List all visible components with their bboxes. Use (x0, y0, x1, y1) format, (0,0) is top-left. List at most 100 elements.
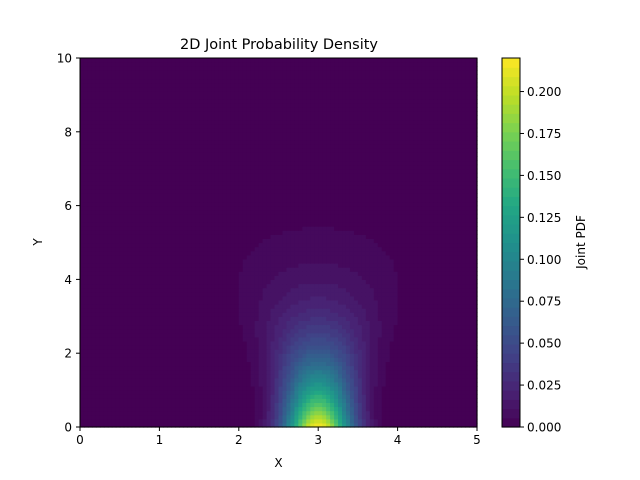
heatmap-cell (159, 312, 164, 317)
heatmap-cell (397, 381, 403, 387)
heatmap-cell (127, 275, 133, 280)
heatmap-cell (369, 320, 375, 326)
heatmap-cell (409, 226, 415, 231)
heatmap-cell (457, 328, 462, 334)
heatmap-cell (334, 242, 339, 248)
heatmap-cell (127, 222, 133, 227)
heatmap-cell (473, 279, 478, 285)
heatmap-cell (242, 320, 248, 326)
heatmap-cell (310, 414, 315, 420)
heatmap-cell (183, 279, 188, 285)
heatmap-cell (361, 299, 367, 305)
heatmap-cell (214, 316, 220, 321)
heatmap-cell (238, 246, 244, 252)
heatmap-cell (147, 238, 153, 244)
heatmap-cell (294, 312, 299, 317)
heatmap-cell (99, 324, 105, 330)
heatmap-cell (393, 250, 399, 256)
heatmap-cell (306, 377, 311, 383)
heatmap-cell (353, 402, 359, 408)
heatmap-cell (139, 398, 145, 403)
heatmap-cell (179, 324, 184, 330)
heatmap-cell (342, 357, 347, 362)
heatmap-cell (270, 320, 276, 326)
heatmap-cell (183, 312, 188, 317)
heatmap-cell (290, 398, 295, 403)
heatmap-cell (258, 390, 264, 395)
heatmap-cell (250, 271, 256, 276)
heatmap-cell (334, 365, 339, 371)
heatmap-cell (469, 316, 474, 321)
heatmap-cell (250, 234, 256, 239)
heatmap-cell (111, 271, 117, 276)
heatmap-cell (286, 381, 292, 387)
heatmap-cell (123, 320, 129, 326)
heatmap-cell (246, 312, 252, 317)
heatmap-cell (393, 254, 399, 260)
heatmap-cell (135, 365, 141, 371)
heatmap-cell (357, 386, 363, 391)
heatmap-cell (433, 373, 438, 379)
heatmap-cell (393, 394, 399, 399)
heatmap-cell (338, 246, 343, 252)
heatmap-cell (155, 381, 160, 387)
heatmap-cell (342, 222, 347, 227)
heatmap-cell (425, 324, 430, 330)
heatmap-cell (238, 234, 244, 239)
heatmap-cell (349, 369, 355, 375)
heatmap-cell (207, 299, 212, 305)
heatmap-cell (461, 267, 466, 272)
heatmap-cell (171, 381, 176, 387)
heatmap-cell (203, 410, 208, 416)
heatmap-cell (401, 365, 407, 371)
heatmap-cell (385, 394, 391, 399)
heatmap-cell (115, 386, 121, 391)
heatmap-cell (298, 332, 303, 338)
heatmap-cell (183, 402, 188, 408)
heatmap-cell (397, 332, 403, 338)
heatmap-cell (373, 275, 379, 280)
heatmap-cell (222, 390, 228, 395)
heatmap-cell (143, 353, 149, 358)
heatmap-cell (171, 332, 176, 338)
heatmap-cell (294, 238, 299, 244)
heatmap-cell (167, 386, 172, 391)
heatmap-cell (222, 410, 228, 416)
heatmap-cell (262, 357, 268, 362)
heatmap-cell (127, 332, 133, 338)
heatmap-cell (405, 381, 411, 387)
heatmap-cell (211, 226, 216, 231)
heatmap-cell (151, 328, 157, 334)
heatmap-cell (282, 340, 288, 346)
heatmap-cell (179, 390, 184, 395)
heatmap-cell (318, 254, 323, 260)
heatmap-cell (389, 283, 395, 289)
heatmap-cell (342, 390, 347, 395)
heatmap-cell (433, 398, 438, 403)
heatmap-cell (457, 308, 462, 313)
heatmap-cell (103, 365, 109, 371)
heatmap-cell (401, 258, 407, 264)
heatmap-cell (345, 234, 351, 239)
heatmap-cell (353, 353, 359, 358)
heatmap-cell (441, 414, 446, 420)
heatmap-cell (302, 316, 307, 321)
heatmap-cell (306, 345, 311, 350)
heatmap-cell (80, 304, 85, 309)
heatmap-cell (461, 316, 466, 321)
heatmap-cell (310, 279, 315, 285)
heatmap-cell (214, 402, 220, 408)
heatmap-cell (242, 336, 248, 342)
heatmap-cell (310, 336, 315, 342)
heatmap-cell (214, 267, 220, 272)
heatmap-cell (429, 353, 434, 358)
heatmap-cell (278, 263, 284, 268)
heatmap-cell (211, 283, 216, 289)
heatmap-cell (266, 267, 272, 272)
heatmap-cell (437, 381, 442, 387)
heatmap-cell (191, 267, 196, 272)
heatmap-cell (91, 422, 97, 428)
heatmap-cell (345, 324, 351, 330)
heatmap-cell (199, 258, 204, 264)
heatmap-cell (278, 283, 284, 289)
